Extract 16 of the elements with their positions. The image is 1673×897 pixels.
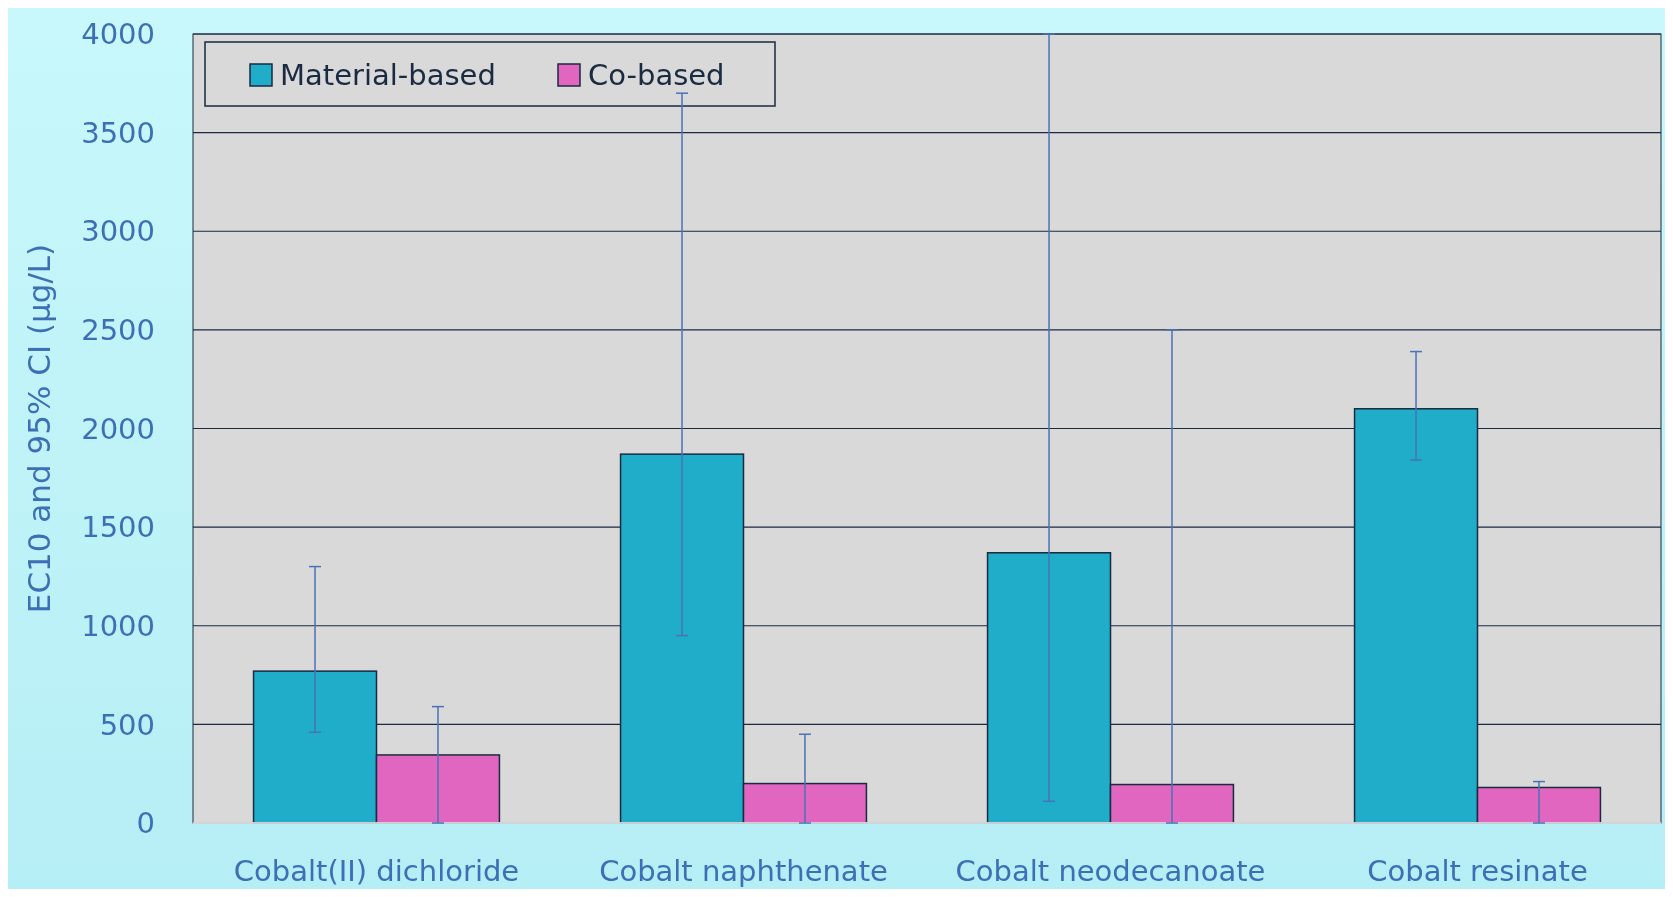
- x-tick-label: Cobalt naphthenate: [599, 854, 888, 888]
- legend-label: Co-based: [588, 58, 725, 93]
- y-tick-label: 4000: [81, 17, 155, 52]
- y-tick-label: 1500: [81, 510, 155, 545]
- y-tick-label: 0: [136, 806, 155, 841]
- y-tick-label: 3000: [81, 214, 155, 249]
- y-tick-label: 3500: [81, 115, 155, 150]
- x-tick-label: Cobalt resinate: [1367, 854, 1588, 888]
- y-tick-label: 1000: [81, 608, 155, 643]
- y-tick-label: 2000: [81, 411, 155, 446]
- y-tick-label: 2500: [81, 313, 155, 348]
- y-axis-title: EC10 and 95% CI (µg/L): [21, 243, 57, 614]
- legend-label: Material-based: [280, 58, 496, 93]
- y-tick-label: 500: [99, 707, 155, 742]
- x-tick-label: Cobalt(II) dichloride: [233, 854, 520, 888]
- x-tick-label: Cobalt neodecanoate: [955, 854, 1266, 888]
